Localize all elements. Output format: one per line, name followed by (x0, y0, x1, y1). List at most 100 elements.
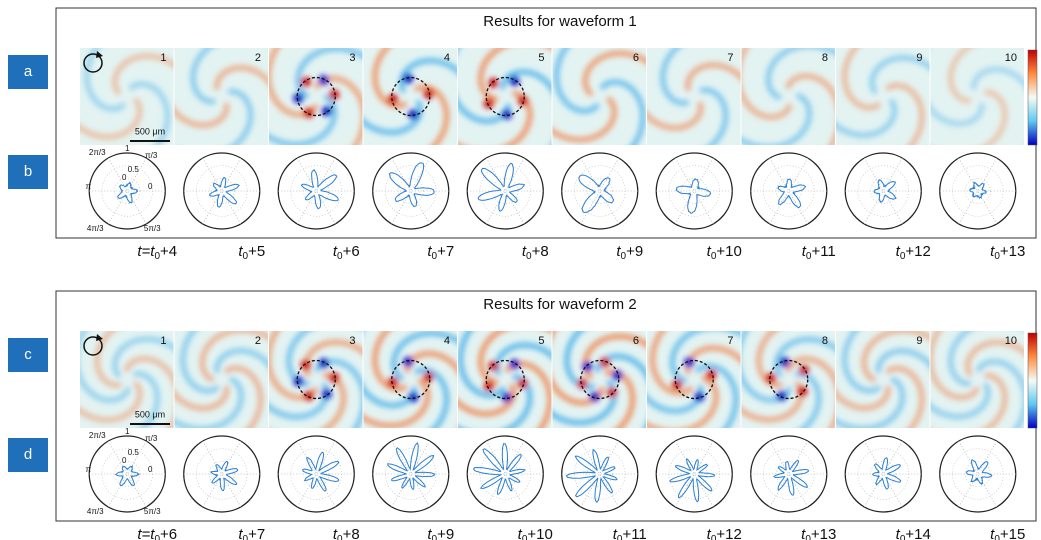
dipole (765, 372, 776, 383)
time-sub: 0 (806, 251, 812, 262)
wave-image (552, 331, 646, 428)
polar-outer (939, 435, 1017, 513)
time-sub: 0 (522, 534, 528, 540)
dipole (293, 93, 304, 104)
dipole (483, 98, 494, 109)
colorbar (1027, 332, 1038, 429)
dipole (599, 357, 610, 368)
time-label: t0+11 (802, 243, 836, 262)
time-sub: 0 (432, 534, 438, 540)
rotation-icon (83, 336, 103, 356)
stimulus-ring (391, 76, 431, 117)
dipole (517, 95, 528, 106)
stimulus-ring (296, 76, 336, 117)
wave-image (836, 331, 930, 428)
dipole (577, 378, 588, 389)
polar-outer (277, 152, 355, 230)
wave-image (836, 48, 930, 145)
spiral-arm (132, 371, 161, 428)
spiral-arm (842, 331, 882, 394)
spiral-arm (123, 356, 174, 428)
time-offset: +10 (716, 243, 741, 260)
spiral-arm (295, 48, 363, 99)
frame-number: 2 (255, 52, 261, 64)
polar-curve (472, 443, 526, 495)
spiral-arm (694, 363, 739, 428)
wave-image (80, 48, 174, 145)
rotation-arrow (96, 51, 103, 58)
time-var: t (801, 526, 806, 540)
dipole (403, 356, 414, 367)
spiral-group (930, 48, 1024, 145)
polar-grid (870, 461, 897, 487)
spiral-arm (599, 79, 646, 145)
time-label: t0+11 (613, 526, 647, 540)
spiral-group (80, 48, 174, 145)
time-var: t=t (137, 243, 155, 260)
frame-number: 9 (916, 52, 922, 64)
polar-label: 0 (122, 456, 127, 465)
spiral-arm (869, 55, 930, 95)
time-offset: +6 (160, 526, 177, 540)
polar-label: 5π/3 (144, 224, 161, 233)
dipole (408, 392, 419, 403)
polar-curve (872, 457, 902, 490)
frame-number: 7 (727, 335, 733, 347)
polar-grid (681, 461, 708, 487)
polar-spoke (202, 440, 242, 508)
time-offset: +9 (437, 526, 454, 540)
spiral-arm (128, 81, 171, 145)
spiral-arm (112, 53, 174, 96)
polar-curve (114, 465, 140, 487)
polar-grid (586, 178, 613, 204)
polar-spoke (769, 440, 809, 508)
time-label: t0+9 (616, 243, 643, 262)
dipole (318, 75, 329, 86)
polar-spoke (107, 157, 147, 225)
dipole (517, 378, 528, 389)
wave-image (552, 48, 646, 145)
time-label: t0+12 (896, 243, 931, 262)
wave-image (741, 48, 835, 145)
time-sub: 0 (994, 534, 1000, 540)
spiral-arm (413, 84, 450, 145)
spiral-arm (180, 331, 220, 394)
time-var: t (616, 243, 621, 260)
spiral-arm (699, 87, 729, 145)
time-var: t (427, 243, 432, 260)
spiral-group (836, 48, 930, 145)
polar-spoke (769, 440, 809, 508)
spiral-group (741, 48, 835, 145)
polar-spoke (202, 157, 242, 225)
polar-curve (773, 459, 810, 496)
spiral-arm (741, 92, 812, 145)
polar-spoke (485, 157, 525, 225)
polar-curve (209, 176, 240, 208)
time-label: t0+5 (238, 243, 265, 262)
polar-spoke (958, 157, 998, 225)
row-label-box (8, 338, 48, 372)
spiral-group (552, 48, 646, 145)
wave-image (930, 48, 1024, 145)
panel-title: Results for waveform 1 (483, 13, 636, 30)
spiral-group (647, 48, 741, 145)
polar-curve (210, 460, 239, 491)
wave-image (269, 48, 363, 145)
polar-curve (965, 459, 993, 486)
polar-spoke (580, 440, 620, 508)
time-label: t0+7 (238, 526, 265, 540)
image-bg (458, 48, 552, 145)
polar-spoke (958, 440, 998, 508)
spiral-arm (391, 331, 457, 382)
spiral-arm (227, 89, 254, 145)
time-label: t0+10 (518, 526, 553, 540)
time-sub: 0 (994, 251, 1000, 262)
spiral-arm (582, 50, 646, 97)
time-var: t (896, 526, 901, 540)
dipole (483, 381, 494, 392)
time-label: t=t0+4 (137, 243, 177, 262)
frame-number: 9 (916, 335, 922, 347)
time-var: t (802, 243, 807, 260)
frame-number: 6 (633, 335, 639, 347)
polar-label: 0.5 (128, 448, 140, 457)
